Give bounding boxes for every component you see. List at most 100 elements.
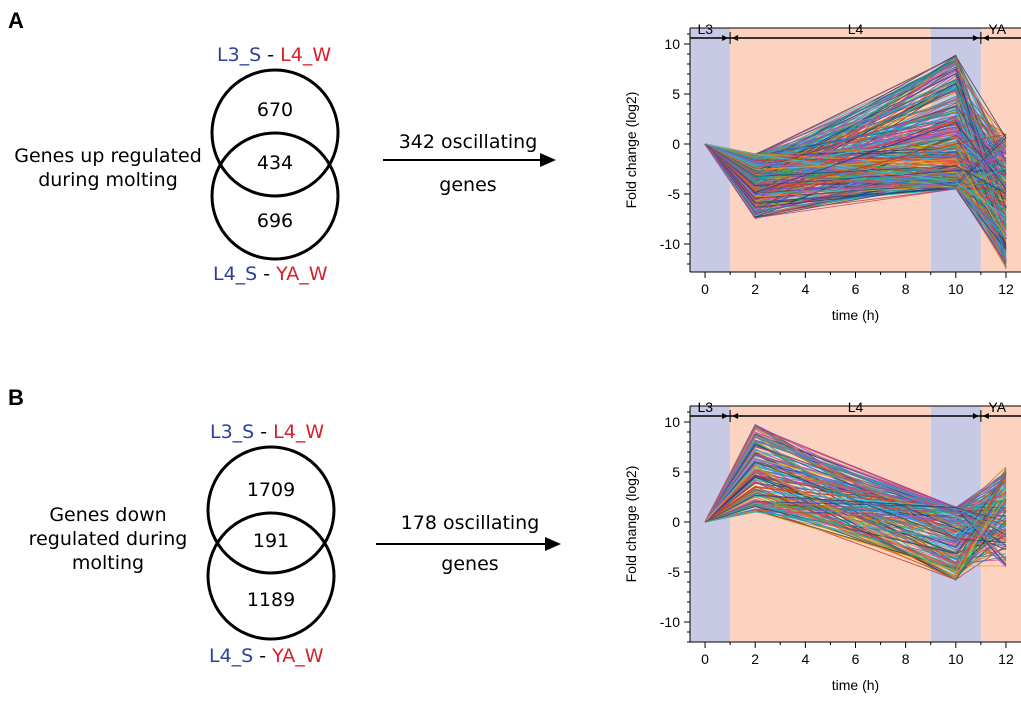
x-tick-label: 4: [801, 651, 809, 667]
x-tick-label: 2: [751, 651, 759, 667]
stage-arrowhead: [722, 413, 729, 419]
panel-a-gene-set-label: Genes up regulated during molting: [14, 145, 202, 191]
x-tick-label: 6: [852, 281, 860, 297]
y-tick-label: 0: [672, 136, 680, 152]
series-line: [704, 143, 1007, 185]
panel-a-venn-bottom-circle: [210, 131, 340, 261]
x-tick-label: 8: [902, 281, 910, 297]
panel-a-letter: A: [8, 8, 24, 33]
stage-bar: L3 L4 YA: [690, 399, 1021, 422]
y-axis-label: Fold change (log2): [623, 92, 639, 209]
series-line: [704, 471, 1007, 571]
series-line: [704, 63, 1007, 227]
y-tick-label: 5: [672, 86, 680, 102]
series-line: [704, 493, 1007, 541]
x-axis-label: time (h): [832, 307, 879, 323]
y-tick-label: -10: [660, 614, 680, 630]
panel-b-overlap-count: 191: [252, 530, 290, 552]
series-line: [704, 143, 1007, 187]
stage-label: L3: [698, 399, 714, 415]
panel-a-overlap-count: 434: [256, 152, 294, 174]
y-tick-label: 10: [664, 414, 680, 430]
panel-a-line-chart: 10 5 0 -5 -10 0 2 4 6 8 10 12 time (h) Fold change (l…: [623, 21, 1021, 323]
series-line: [704, 436, 1007, 527]
panel-b-bottom-only-count: 1189: [246, 589, 296, 611]
series-line: [704, 434, 1007, 523]
series-line: [704, 106, 1007, 169]
series-lines: [704, 54, 1007, 269]
condition-left: L3_S: [217, 44, 262, 66]
stage-label: L4: [848, 21, 864, 37]
series-line: [704, 133, 1007, 195]
stage-arrowhead: [972, 35, 979, 41]
series-line: [704, 491, 1007, 555]
panel-b-gene-set-label: Genes down regulated during molting: [28, 504, 188, 574]
panel-a-top-condition: L3_S - L4_W: [217, 44, 332, 66]
stage-bar: L3 L4 YA: [690, 21, 1021, 44]
panel-b-letter: B: [8, 385, 24, 410]
series-line: [704, 143, 1007, 264]
series-line: [704, 143, 1007, 228]
series-line: [704, 464, 1007, 536]
stage-arrowhead: [722, 35, 729, 41]
y-axis-label: Fold change (log2): [623, 466, 639, 583]
stage-label: YA: [988, 399, 1006, 415]
panel-b-arrow-label-line1: 178 oscillating: [400, 512, 540, 534]
series-line: [704, 467, 1007, 580]
panel-a-venn-top-circle: [210, 68, 340, 198]
series-line: [704, 474, 1007, 581]
panel-a-arrow: [383, 153, 556, 167]
stage-label: L3: [698, 21, 714, 37]
series-line: [704, 500, 1007, 564]
series-line: [704, 143, 1007, 207]
series-line: [704, 143, 1007, 212]
series-line: [704, 459, 1007, 523]
y-tick-label: -10: [660, 236, 680, 252]
stage-arrowhead: [732, 413, 739, 419]
series-line: [704, 60, 1007, 236]
panel-a-bottom-only-count: 696: [256, 210, 294, 232]
stage-label: L4: [848, 399, 864, 415]
series-line: [704, 143, 1007, 263]
stage-arrowhead: [982, 413, 989, 419]
series-line: [704, 88, 1007, 192]
series-line: [704, 63, 1007, 201]
series-line: [704, 143, 1007, 238]
series-line: [704, 445, 1007, 532]
stage-label: YA: [988, 21, 1006, 37]
x-tick-label: 0: [701, 651, 709, 667]
panel-b-arrow-label-line2: genes: [441, 553, 499, 575]
y-tick-label: -5: [668, 186, 681, 202]
x-tick-label: 2: [751, 281, 759, 297]
panel-b-arrow: [376, 537, 561, 551]
panel-b-venn-bottom-circle: [206, 511, 336, 641]
x-tick-label: 10: [948, 651, 964, 667]
panel-b-line-chart: 10 5 0 -5 -10 0 2 4 6 8 10 12 time (h) Fold change (l…: [623, 399, 1021, 693]
stage-band: [690, 406, 731, 642]
series-line: [704, 143, 1007, 193]
series-line: [704, 122, 1007, 194]
series-line: [704, 143, 1007, 239]
series-line: [704, 87, 1007, 239]
x-tick-label: 0: [701, 281, 709, 297]
x-tick-label: 12: [998, 281, 1014, 297]
stage-arrowhead: [732, 35, 739, 41]
panel-b-venn-top-circle: [206, 445, 336, 575]
panel-a-arrow-label-line1: 342 oscillating: [398, 131, 538, 153]
x-tick-label: 8: [902, 651, 910, 667]
stage-arrowhead: [982, 35, 989, 41]
y-tick-label: 10: [664, 36, 680, 52]
x-tick-label: 4: [801, 281, 809, 297]
panel-b-top-condition: L3_S - L4_W: [210, 421, 325, 443]
series-lines: [704, 423, 1007, 581]
x-tick-label: 6: [852, 651, 860, 667]
panel-b-top-only-count: 1709: [246, 479, 296, 501]
y-tick-label: 5: [672, 464, 680, 480]
panel-b-bottom-condition: L4_S - YA_W: [209, 645, 324, 667]
series-line: [704, 494, 1007, 523]
y-tick-label: -5: [668, 564, 681, 580]
y-tick-label: 0: [672, 514, 680, 530]
series-line: [704, 502, 1007, 560]
stage-arrowhead: [972, 413, 979, 419]
panel-a-arrow-label-line2: genes: [439, 174, 497, 196]
